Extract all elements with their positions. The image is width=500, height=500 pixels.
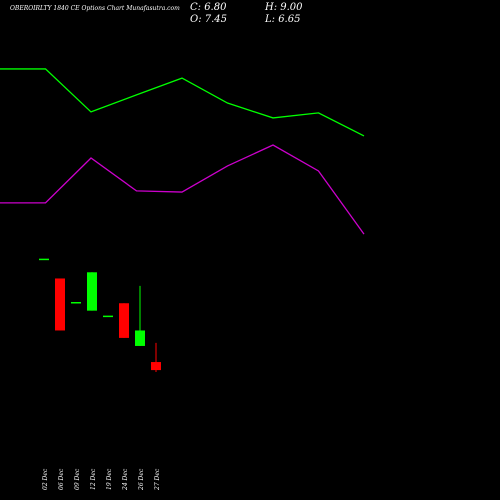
chart-title: OBEROIRLTY 1840 CE Options Chart Munafas… [10, 5, 180, 12]
low-label: L: 6.65 [264, 14, 300, 25]
open-label: O: 7.45 [190, 14, 227, 25]
x-tick-label: 27 Dec [154, 468, 161, 491]
candle-body [119, 303, 129, 338]
close-label: C: 6.80 [190, 2, 227, 13]
candle-body [39, 258, 49, 261]
x-tick-label: 09 Dec [74, 468, 81, 490]
candle-body [71, 302, 81, 304]
x-tick-label: 12 Dec [90, 468, 97, 490]
line-series [0, 144, 365, 235]
x-tick-label: 24 Dec [122, 468, 129, 491]
candle-body [87, 272, 97, 311]
x-tick-label: 02 Dec [42, 468, 49, 490]
candle-body [103, 315, 113, 318]
candle-body [135, 330, 145, 346]
high-label: H: 9.00 [264, 2, 303, 13]
x-tick-label: 19 Dec [106, 468, 113, 490]
x-tick-label: 26 Dec [138, 468, 145, 491]
candle-body [151, 362, 161, 371]
candle-body [55, 278, 65, 331]
x-tick-label: 06 Dec [58, 468, 65, 490]
line-series [0, 68, 365, 137]
